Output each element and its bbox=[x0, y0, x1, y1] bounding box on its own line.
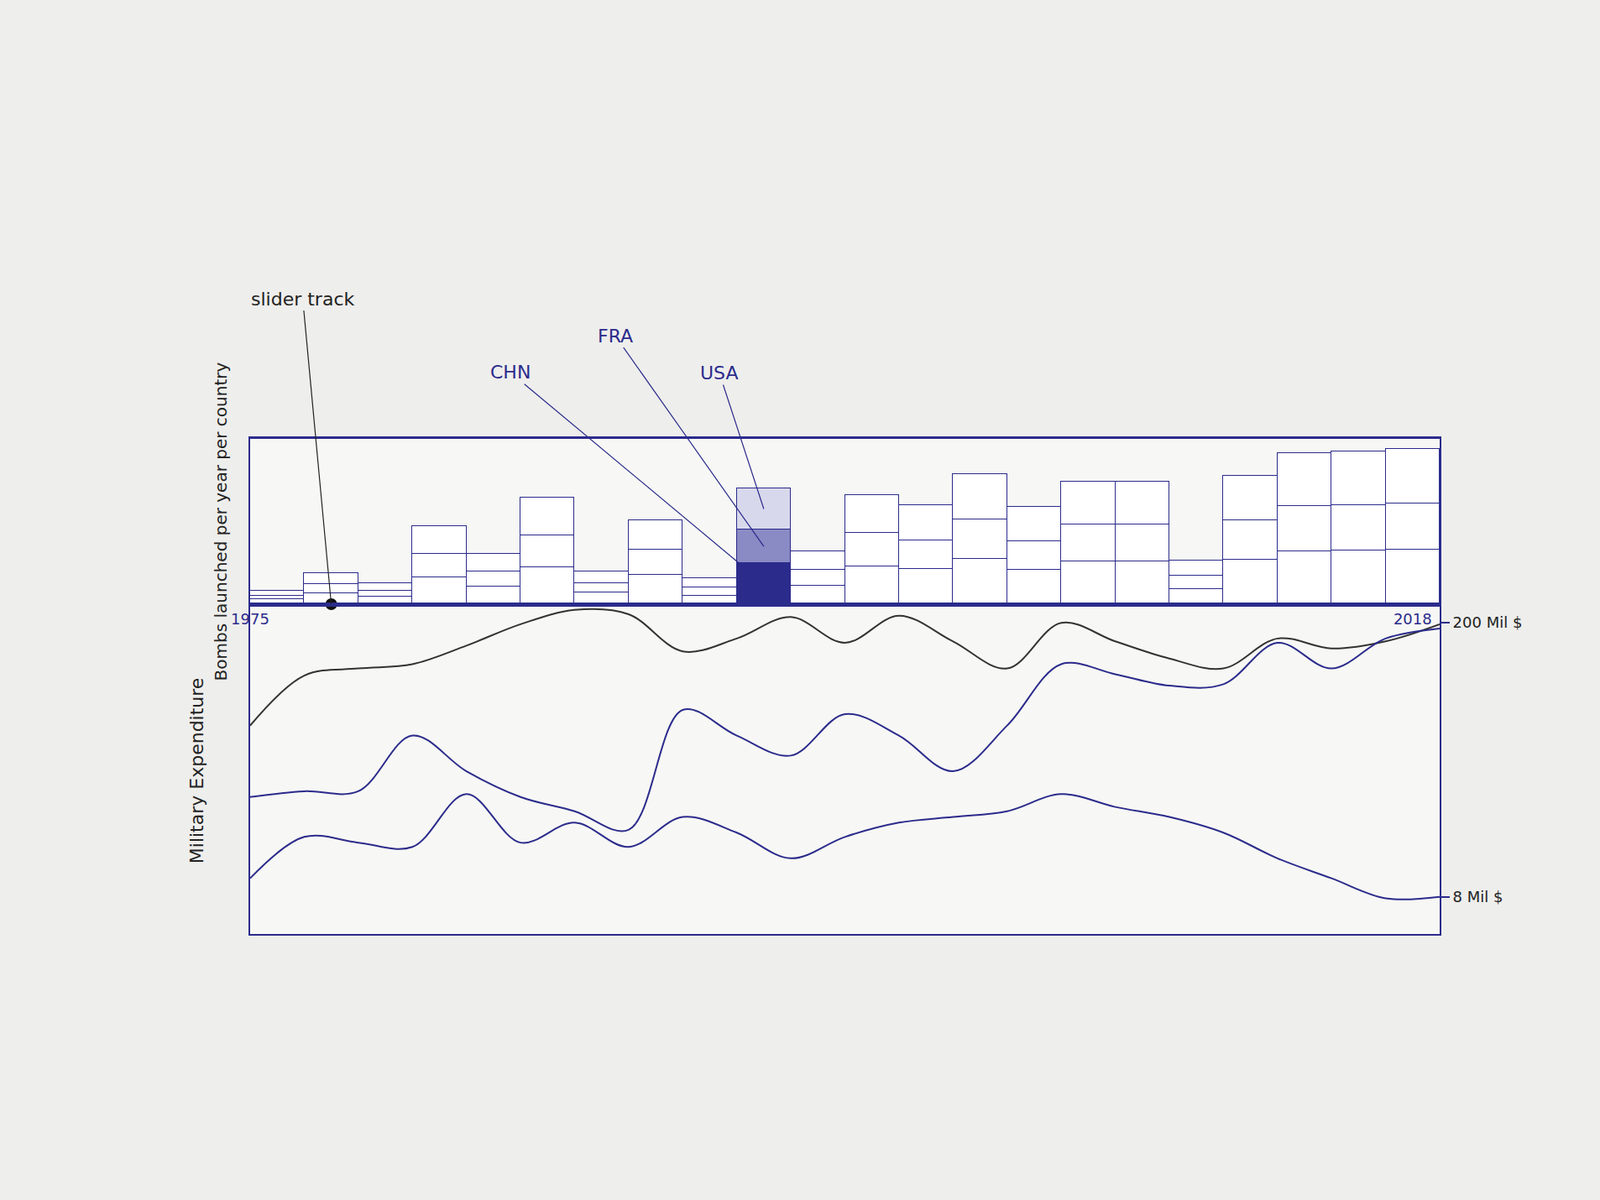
svg-text:slider track: slider track bbox=[250, 288, 355, 310]
svg-text:CHN: CHN bbox=[490, 361, 531, 383]
svg-text:2018: 2018 bbox=[1393, 610, 1433, 628]
svg-text:USA: USA bbox=[700, 362, 739, 384]
svg-text:Bombs launched per year per co: Bombs launched per year per country bbox=[210, 362, 231, 682]
svg-text:FRA: FRA bbox=[597, 325, 633, 347]
svg-text:Military Expenditure: Military Expenditure bbox=[186, 678, 208, 865]
svg-text:1975: 1975 bbox=[230, 610, 270, 628]
svg-text:200 Mil $: 200 Mil $ bbox=[1453, 613, 1523, 632]
svg-text:8 Mil $: 8 Mil $ bbox=[1453, 888, 1504, 906]
